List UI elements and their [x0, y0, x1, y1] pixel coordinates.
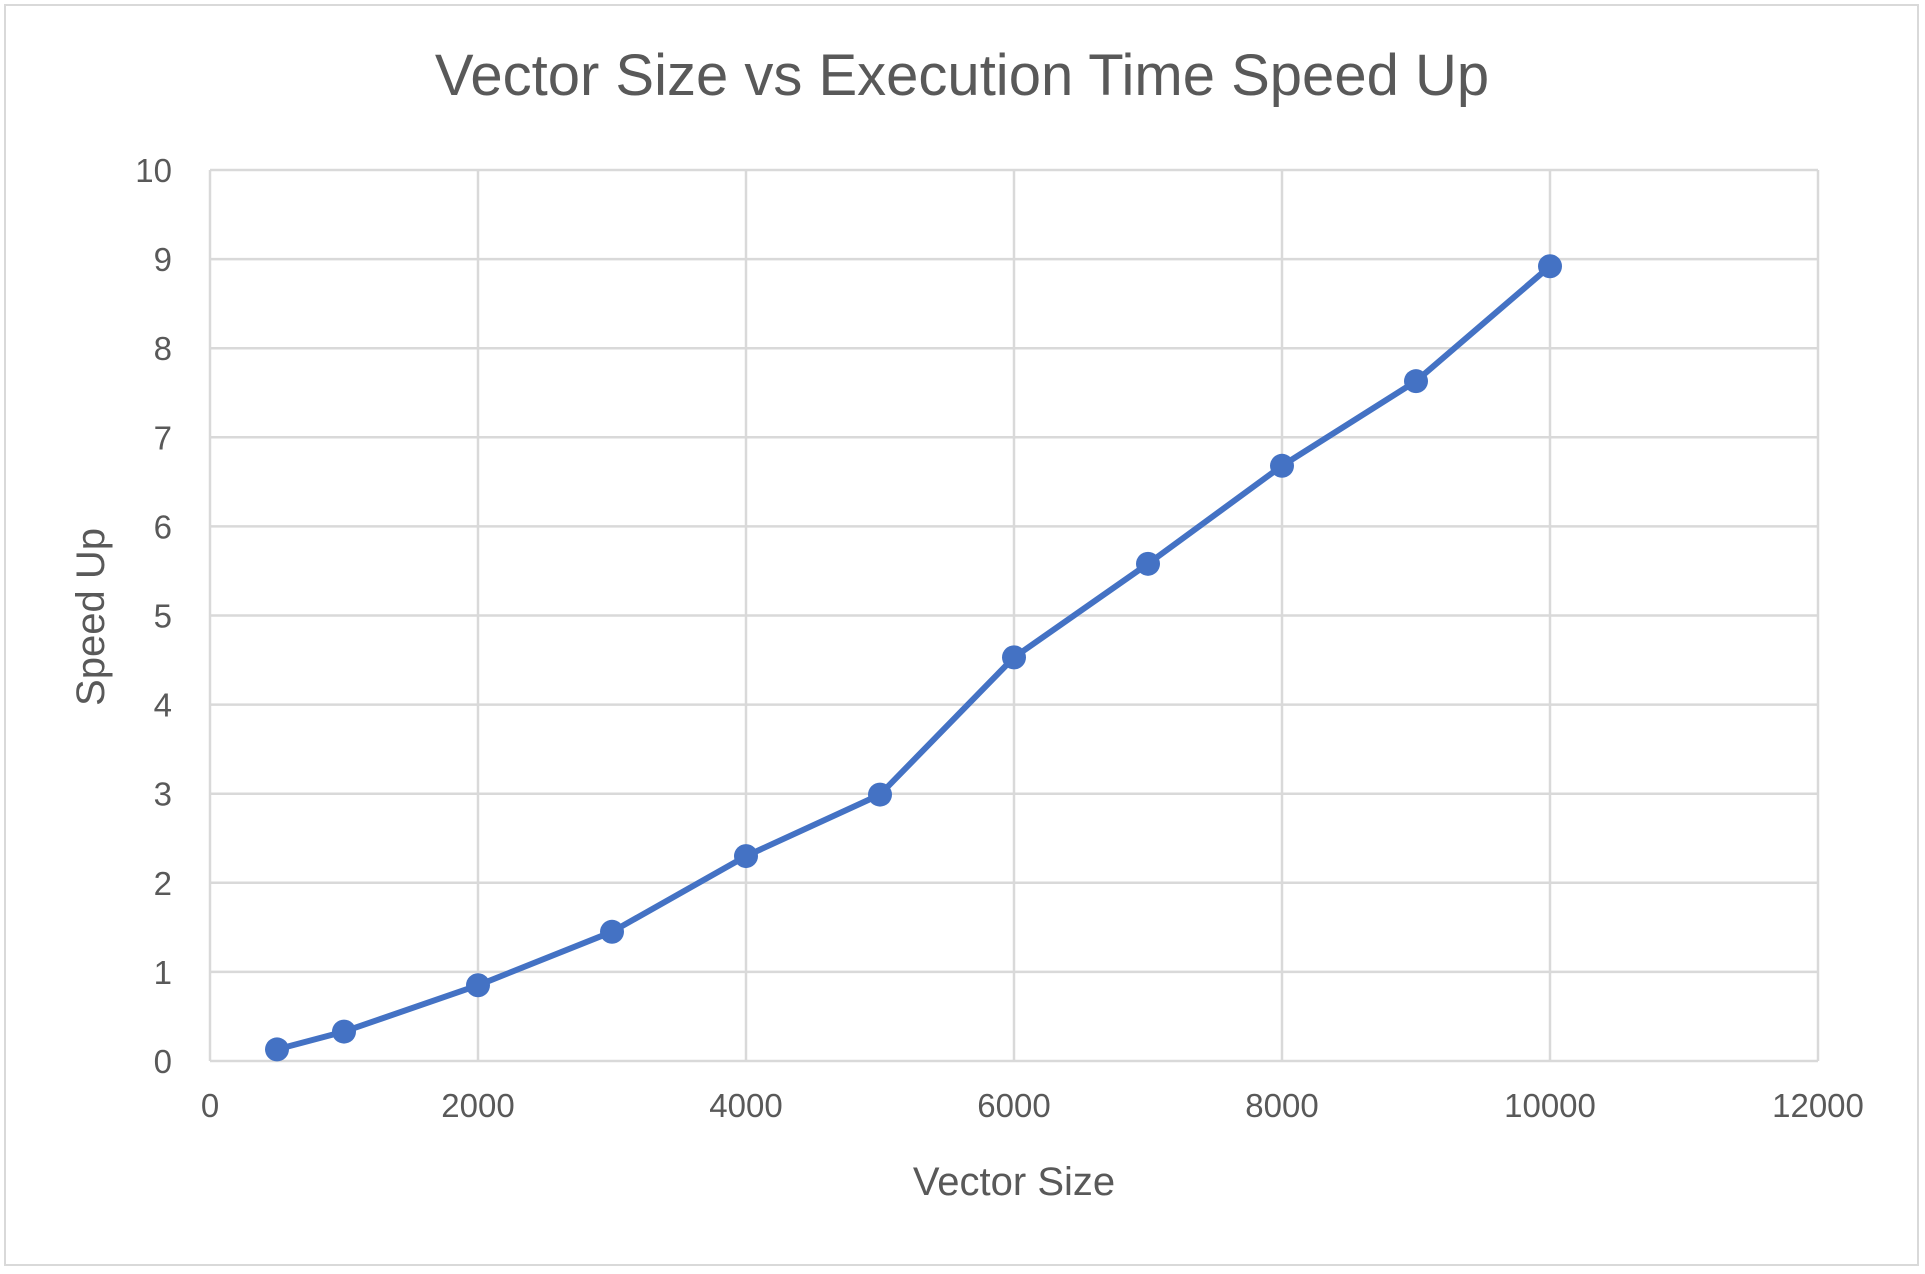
y-tick-label: 0 [154, 1043, 172, 1080]
data-point [1538, 254, 1562, 279]
data-point [265, 1037, 289, 1062]
y-tick-label: 4 [154, 687, 172, 724]
y-axis-title: Speed Up [69, 528, 113, 706]
y-tick-label: 3 [154, 776, 172, 813]
y-tick-label: 10 [135, 152, 172, 189]
chart-frame [4, 4, 1919, 1266]
chart-title: Vector Size vs Execution Time Speed Up [435, 43, 1489, 108]
x-axis-title: Vector Size [913, 1160, 1115, 1204]
x-tick-label: 2000 [441, 1087, 514, 1124]
x-tick-label: 6000 [977, 1087, 1050, 1124]
data-point [466, 973, 490, 998]
y-tick-label: 5 [154, 598, 172, 635]
data-point [734, 844, 758, 869]
y-tick-label: 8 [154, 330, 172, 367]
x-tick-label: 12000 [1772, 1087, 1864, 1124]
y-tick-label: 9 [154, 241, 172, 278]
x-axis-ticks: 0 2000 4000 6000 8000 10000 12000 [201, 1087, 1864, 1124]
data-point [1270, 453, 1294, 478]
y-tick-label: 1 [154, 954, 172, 991]
data-point [868, 782, 892, 807]
y-tick-label: 7 [154, 419, 172, 456]
x-tick-label: 8000 [1245, 1087, 1318, 1124]
data-point [1136, 551, 1160, 576]
data-point [1404, 369, 1428, 394]
series [265, 254, 1562, 1062]
y-axis-ticks: 0 1 2 3 4 5 6 7 8 9 10 [135, 152, 172, 1080]
data-point [600, 919, 624, 944]
x-tick-label: 10000 [1504, 1087, 1596, 1124]
data-point [1002, 645, 1026, 670]
y-tick-label: 2 [154, 865, 172, 902]
data-point [332, 1019, 356, 1044]
y-tick-label: 6 [154, 508, 172, 545]
x-tick-label: 0 [201, 1087, 219, 1124]
x-tick-label: 4000 [709, 1087, 782, 1124]
series-line [274, 263, 1553, 1053]
gridlines [208, 168, 1820, 1063]
